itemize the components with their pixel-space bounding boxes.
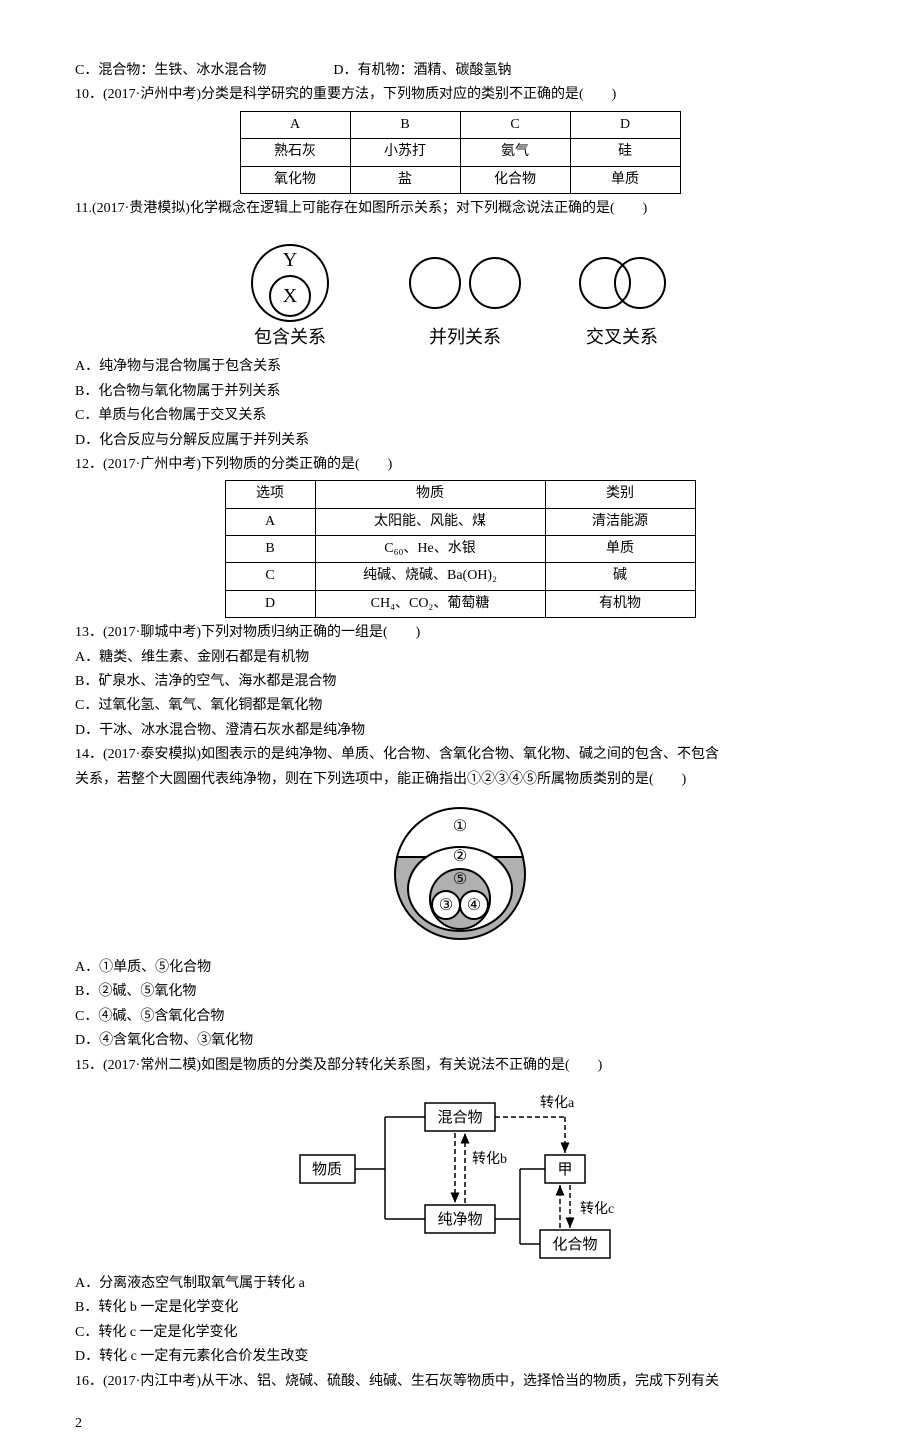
cell: 碱 (545, 563, 695, 590)
q15-text: 15．(2017·常州二模)如图是物质的分类及部分转化关系图，有关说法不正确的是… (75, 1055, 845, 1077)
cell: B (350, 111, 460, 138)
box-jia: 甲 (557, 1162, 572, 1178)
q9-options: C．混合物：生铁、冰水混合物 D．有机物：酒精、碳酸氢钠 (75, 60, 845, 82)
q11-optB: B．化合物与氧化物属于并列关系 (75, 381, 845, 403)
q11-optA: A．纯净物与混合物属于包含关系 (75, 356, 845, 378)
cell: 单质 (545, 536, 695, 563)
q13-optD: D．干冰、冰水混合物、澄清石灰水都是纯净物 (75, 720, 845, 742)
q10-text: 10．(2017·泸州中考)分类是科学研究的重要方法，下列物质对应的类别不正确的… (75, 84, 845, 106)
q13-optA: A．糖类、维生素、金刚石都是有机物 (75, 647, 845, 669)
table-row: 熟石灰 小苏打 氨气 硅 (240, 139, 680, 166)
box-pure: 纯净物 (437, 1211, 482, 1228)
q16-text: 16．(2017·内江中考)从干冰、铝、烧碱、硫酸、纯碱、生石灰等物质中，选择恰… (75, 1371, 845, 1393)
q15-diagram: 物质 混合物 纯净物 甲 化合物 转化a 转化b 转化c (75, 1085, 845, 1265)
table-row: 氧化物 盐 化合物 单质 (240, 166, 680, 193)
box-mixture: 混合物 (437, 1109, 482, 1126)
cell: 熟石灰 (240, 139, 350, 166)
cell: C (460, 111, 570, 138)
table-row: D CH₄、CO₂、葡萄糖 有机物 (225, 590, 695, 617)
q15-optD: D．转化 c 一定有元素化合价发生改变 (75, 1346, 845, 1368)
cell: D (225, 590, 315, 617)
table-row: 选项 物质 类别 (225, 481, 695, 508)
label-4: ④ (467, 897, 481, 914)
q14-optC: C．④碱、⑤含氧化合物 (75, 1006, 845, 1028)
q14-optA: A．①单质、⑤化合物 (75, 957, 845, 979)
table-row: A 太阳能、风能、煤 清洁能源 (225, 508, 695, 535)
q14-text1: 14．(2017·泰安模拟)如图表示的是纯净物、单质、化合物、含氧化合物、氧化物… (75, 744, 845, 766)
label-intersect: 交叉关系 (586, 327, 658, 347)
cell: 盐 (350, 166, 460, 193)
box-compound: 化合物 (552, 1236, 597, 1253)
page-number: 2 (75, 1413, 845, 1435)
q11-diagram: Y X 包含关系 并列关系 交叉关系 (75, 228, 845, 348)
q13-optB: B．矿泉水、洁净的空气、海水都是混合物 (75, 671, 845, 693)
q13-optC: C．过氧化氢、氧气、氧化铜都是氧化物 (75, 695, 845, 717)
label-ta: 转化a (540, 1095, 575, 1111)
q15-optA: A．分离液态空气制取氧气属于转化 a (75, 1273, 845, 1295)
cell: 物质 (315, 481, 545, 508)
cell: C (225, 563, 315, 590)
cell: 单质 (570, 166, 680, 193)
label-1: ① (453, 818, 467, 835)
flowchart-icon: 物质 混合物 纯净物 甲 化合物 转化a 转化b 转化c (280, 1085, 640, 1265)
q12-table: 选项 物质 类别 A 太阳能、风能、煤 清洁能源 B C₆₀、He、水银 单质 … (225, 480, 696, 618)
nested-circles-icon: ① ② ⑤ ③ ④ (380, 799, 540, 949)
label-X: X (283, 285, 298, 307)
cell: B (225, 536, 315, 563)
cell: C₆₀、He、水银 (315, 536, 545, 563)
q15-optB: B．转化 b 一定是化学变化 (75, 1297, 845, 1319)
cell: 小苏打 (350, 139, 460, 166)
q13-text: 13．(2017·聊城中考)下列对物质归纳正确的一组是( ) (75, 622, 845, 644)
venn-diagram-icon: Y X 包含关系 并列关系 交叉关系 (220, 228, 700, 348)
cell: 氨气 (460, 139, 570, 166)
cell: A (225, 508, 315, 535)
cell: 氧化物 (240, 166, 350, 193)
label-contain: 包含关系 (254, 327, 326, 347)
label-tb: 转化b (472, 1151, 507, 1167)
table-row: B C₆₀、He、水银 单质 (225, 536, 695, 563)
cell: 太阳能、风能、煤 (315, 508, 545, 535)
cell: 硅 (570, 139, 680, 166)
label-5: ⑤ (453, 871, 467, 888)
q15-optC: C．转化 c 一定是化学变化 (75, 1322, 845, 1344)
cell: 类别 (545, 481, 695, 508)
cell: CH₄、CO₂、葡萄糖 (315, 590, 545, 617)
q11-optD: D．化合反应与分解反应属于并列关系 (75, 430, 845, 452)
label-3: ③ (439, 897, 453, 914)
table-row: A B C D (240, 111, 680, 138)
q14-optB: B．②碱、⑤氧化物 (75, 981, 845, 1003)
q14-optD: D．④含氧化合物、③氧化物 (75, 1030, 845, 1052)
label-parallel: 并列关系 (429, 327, 501, 347)
cell: A (240, 111, 350, 138)
q11-optC: C．单质与化合物属于交叉关系 (75, 405, 845, 427)
q14-text2: 关系，若整个大圆圈代表纯净物，则在下列选项中，能正确指出①②③④⑤所属物质类别的… (75, 769, 845, 791)
cell: 有机物 (545, 590, 695, 617)
box-matter: 物质 (312, 1161, 342, 1178)
cell: D (570, 111, 680, 138)
q14-diagram: ① ② ⑤ ③ ④ (75, 799, 845, 949)
table-row: C 纯碱、烧碱、Ba(OH)₂ 碱 (225, 563, 695, 590)
q12-text: 12．(2017·广州中考)下列物质的分类正确的是( ) (75, 454, 845, 476)
label-Y: Y (283, 249, 297, 271)
label-tc: 转化c (580, 1201, 614, 1217)
q10-table: A B C D 熟石灰 小苏打 氨气 硅 氧化物 盐 化合物 单质 (240, 111, 681, 194)
q9-optC: C．混合物：生铁、冰水混合物 (75, 63, 266, 78)
q11-text: 11.(2017·贵港模拟)化学概念在逻辑上可能存在如图所示关系；对下列概念说法… (75, 198, 845, 220)
cell: 化合物 (460, 166, 570, 193)
cell: 选项 (225, 481, 315, 508)
label-2: ② (453, 848, 467, 865)
q9-optD: D．有机物：酒精、碳酸氢钠 (333, 63, 511, 78)
cell: 纯碱、烧碱、Ba(OH)₂ (315, 563, 545, 590)
cell: 清洁能源 (545, 508, 695, 535)
